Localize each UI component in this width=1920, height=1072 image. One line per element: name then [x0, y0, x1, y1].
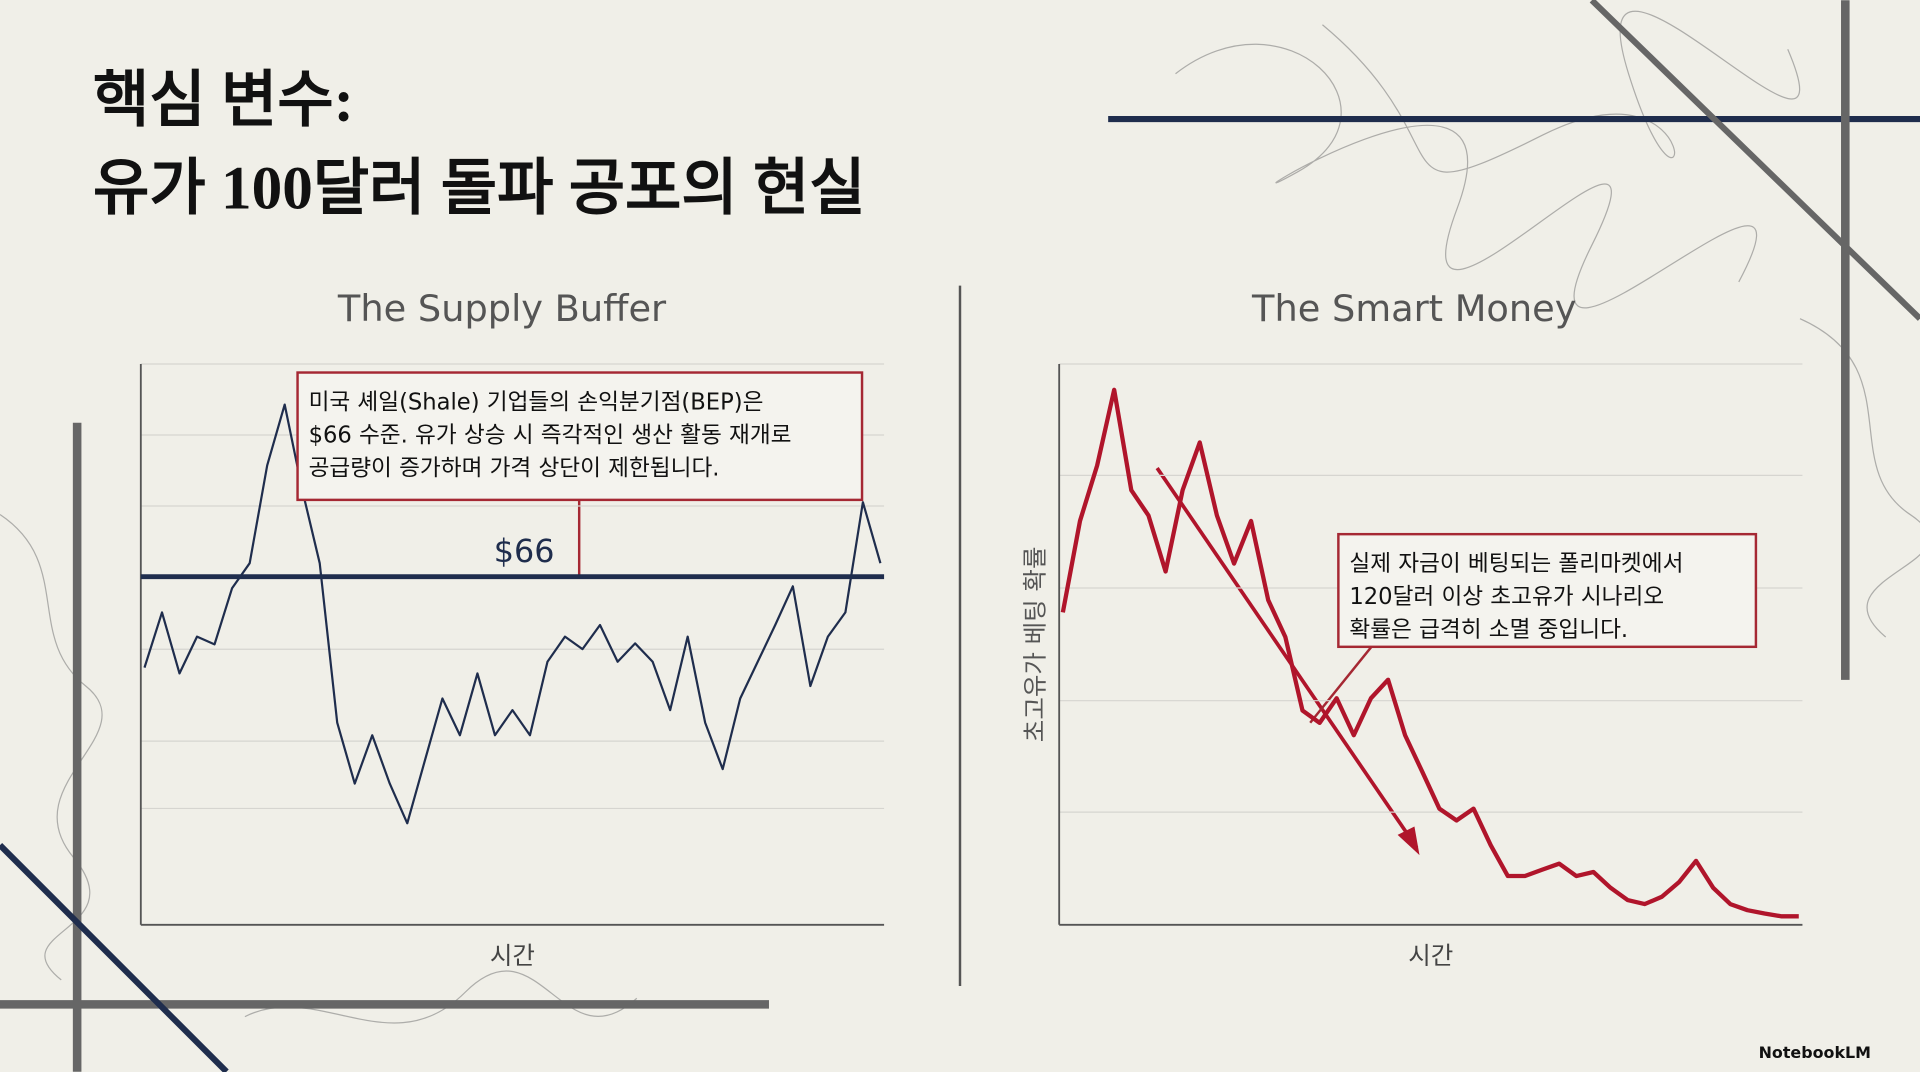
deco-line: [1589, 0, 1920, 321]
y-axis-label: 초고유가 베팅 확률: [1020, 547, 1049, 743]
annotation-text: 확률은 급격히 소멸 중입니다.: [1349, 617, 1628, 643]
deco-line: [0, 843, 229, 1072]
annotation-text: 120달러 이상 초고유가 시나리오: [1349, 584, 1664, 610]
data-line: [1060, 387, 1799, 919]
annotation-text: 실제 자금이 베팅되는 폴리마켓에서: [1349, 551, 1683, 577]
trend-arrow: [1155, 467, 1419, 849]
annotation-text: 공급량이 증가하며 가격 상단이 제한됩니다.: [309, 455, 720, 481]
annotation-box: [296, 371, 864, 502]
reference-label: $66: [494, 532, 555, 570]
slide-title: 핵심 변수:: [93, 66, 354, 134]
x-axis-label: 시간: [490, 941, 535, 970]
data-line: [143, 403, 882, 825]
callout-connector: [1309, 646, 1373, 724]
chart-title: The Smart Money: [1251, 287, 1576, 330]
watermark: NotebookLM: [1759, 1043, 1871, 1062]
decoration: [0, 10, 1920, 1024]
arrow-head: [1397, 826, 1420, 856]
x-axis-label: 시간: [1408, 941, 1453, 970]
slide-title: 유가 100달러 돌파 공포의 현실: [93, 154, 866, 222]
annotation-box: [1337, 532, 1758, 649]
annotation-text: $66 수준. 유가 상승 시 즉각적인 생산 활동 재개로: [309, 422, 792, 448]
chart-title: The Supply Buffer: [337, 287, 667, 330]
annotation-text: 미국 셰일(Shale) 기업들의 손익분기점(BEP)은: [309, 389, 764, 415]
